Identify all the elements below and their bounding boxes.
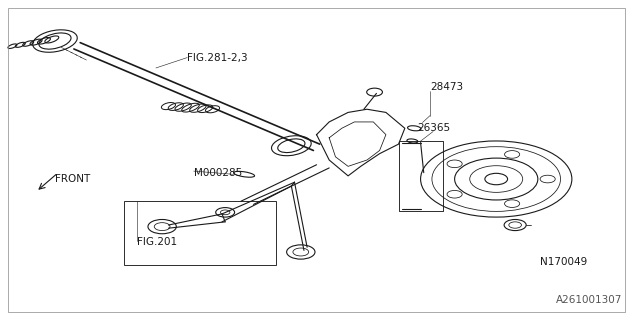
Text: A261001307: A261001307 xyxy=(556,295,623,305)
Bar xyxy=(124,201,276,265)
Text: 28473: 28473 xyxy=(430,82,463,92)
Text: M000285: M000285 xyxy=(194,168,242,178)
Text: 26365: 26365 xyxy=(417,123,451,133)
Text: FIG.201: FIG.201 xyxy=(137,237,177,247)
Text: FIG.281-2,3: FIG.281-2,3 xyxy=(188,53,248,63)
Text: N170049: N170049 xyxy=(540,257,588,267)
Text: FRONT: FRONT xyxy=(55,174,90,184)
